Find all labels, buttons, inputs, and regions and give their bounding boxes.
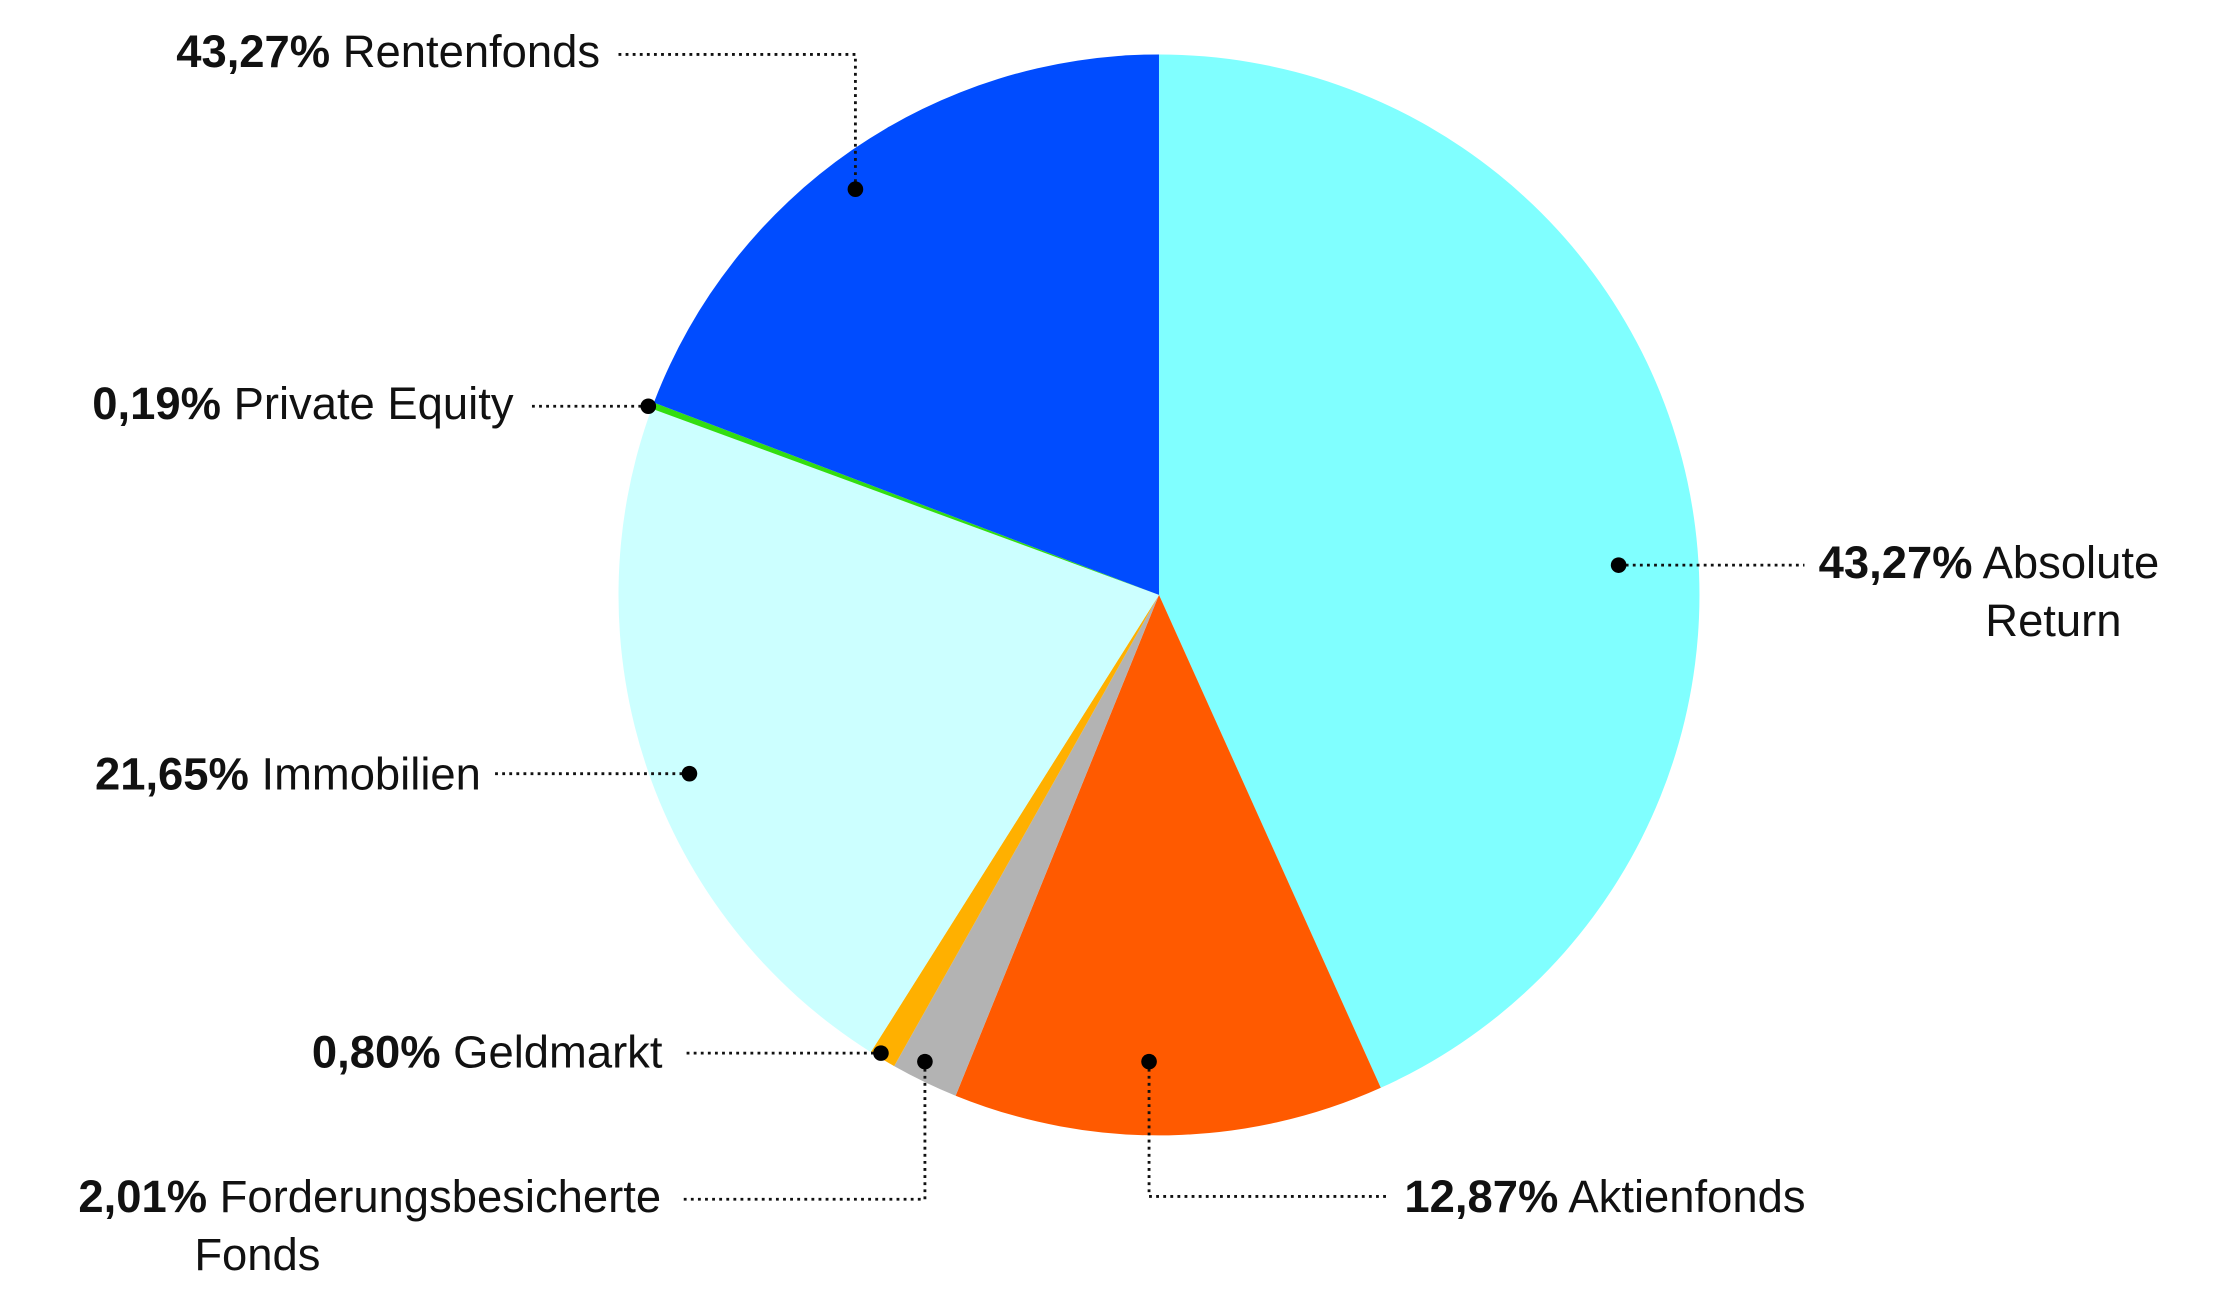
- slice-forderungsbesicherte-fonds: [894, 594, 1159, 1096]
- data-label: 0,19% Private Equity: [92, 378, 514, 429]
- slice-private-equity: [651, 402, 1159, 595]
- category-label: Forderungsbesicherte: [207, 1171, 661, 1222]
- leader-dot: [873, 1045, 889, 1061]
- category-label: Rentenfonds: [330, 26, 600, 77]
- leader-line: [683, 1061, 927, 1201]
- label-forderungsbesicherte-fonds: 2,01% Forderungsbesicherte Fonds: [78, 1053, 933, 1280]
- slice-rentenfonds: [653, 54, 1159, 595]
- slice-absolute-return: [1158, 54, 1700, 1088]
- slice-aktienfonds: [955, 594, 1381, 1136]
- data-label: 43,27% Absolute: [1819, 537, 2160, 588]
- data-label: 21,65% Immobilien: [95, 748, 481, 799]
- pie-slices: [618, 54, 1700, 1136]
- percent-label: 2,01%: [78, 1171, 207, 1222]
- percent-label: 43,27%: [1819, 537, 1973, 588]
- percent-label: 0,80%: [312, 1026, 441, 1077]
- percent-label: 12,87%: [1404, 1171, 1558, 1222]
- data-label: 43,27% Rentenfonds: [176, 26, 600, 77]
- category-label: Immobilien: [249, 748, 481, 799]
- leader-dot: [681, 765, 698, 782]
- leader-dot: [917, 1053, 933, 1070]
- pie-labels: 43,27% Absolute Return 12,87% Aktienfonds 2…: [78, 26, 2159, 1280]
- slice-immobilien: [618, 408, 1159, 1053]
- leader-dot: [847, 181, 864, 198]
- leader-dot: [1610, 557, 1627, 573]
- category-label: Private Equity: [221, 378, 514, 429]
- slice-geldmarkt: [870, 594, 1159, 1067]
- category-label: Absolute: [1973, 537, 2160, 588]
- label-private-equity: 0,19% Private Equity: [92, 378, 657, 429]
- category-label-line2: Return: [1985, 595, 2121, 646]
- label-absolute-return: 43,27% Absolute Return: [1610, 537, 2160, 646]
- leader-dot: [1141, 1053, 1157, 1070]
- leader-dot: [640, 398, 657, 415]
- label-aktienfonds: 12,87% Aktienfonds: [1141, 1053, 1806, 1222]
- label-immobilien: 21,65% Immobilien: [95, 748, 698, 799]
- data-label: 2,01% Forderungsbesicherte: [78, 1171, 661, 1222]
- category-label: Aktienfonds: [1558, 1171, 1805, 1222]
- label-geldmarkt: 0,80% Geldmarkt: [312, 1026, 889, 1077]
- data-label: 0,80% Geldmarkt: [312, 1026, 663, 1077]
- leader-line: [614, 53, 857, 190]
- category-label: Geldmarkt: [441, 1026, 663, 1077]
- label-rentenfonds: 43,27% Rentenfonds: [176, 26, 864, 198]
- percent-label: 43,27%: [176, 26, 330, 77]
- leader-line: [1147, 1061, 1388, 1198]
- percent-label: 21,65%: [95, 748, 249, 799]
- percent-label: 0,19%: [92, 378, 221, 429]
- data-label: 12,87% Aktienfonds: [1404, 1171, 1805, 1222]
- category-label-line2: Fonds: [194, 1229, 320, 1280]
